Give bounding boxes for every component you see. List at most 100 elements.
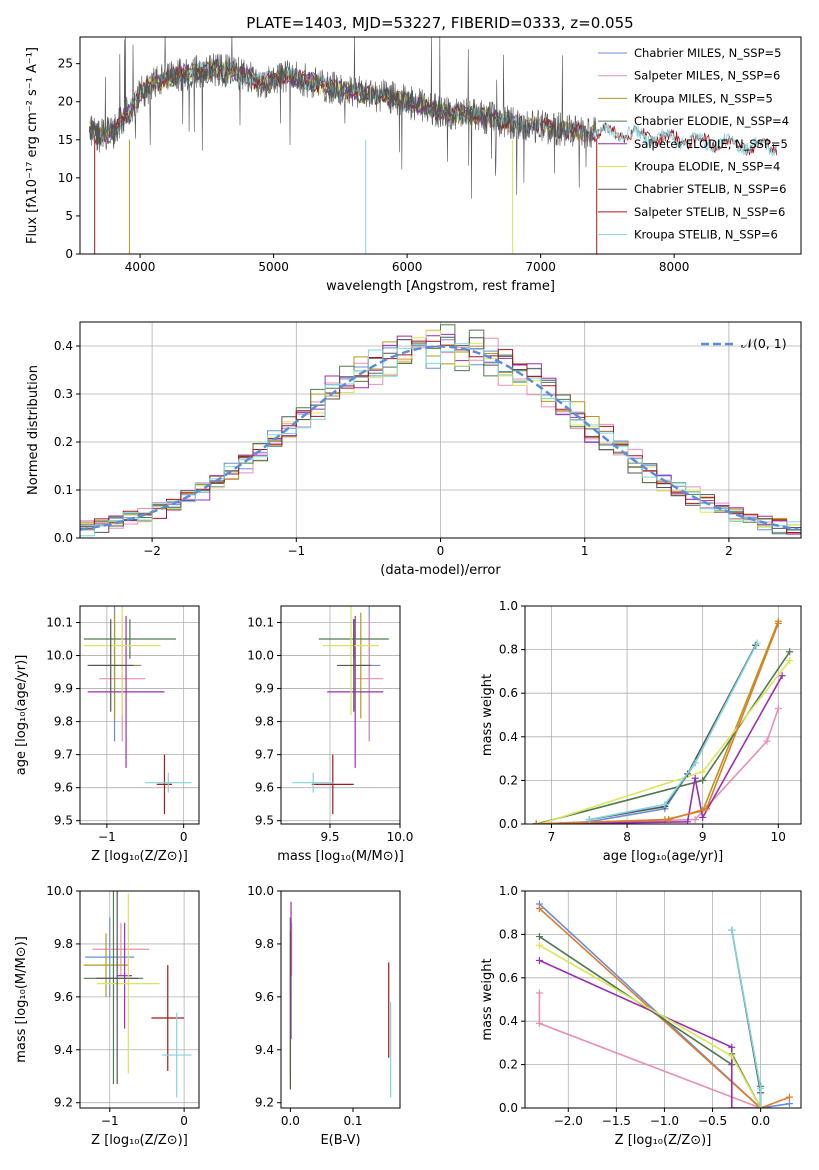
- legend-entry: Chabrier MILES, N_SSP=5: [634, 46, 781, 60]
- mass-weight-marker: [532, 820, 540, 824]
- y-tick-label: 10.0: [46, 884, 73, 898]
- y-tick-label: 0.2: [54, 435, 73, 449]
- mass-weight-marker: [536, 820, 544, 824]
- y-tick-label: 10: [58, 171, 73, 185]
- y-tick-label: 0.8: [499, 927, 518, 941]
- y-tick-label: 9.7: [255, 748, 274, 762]
- mass-weight-track: [539, 944, 762, 1108]
- mass-weight-vs-Z-panel: −2.0 −1.5 −1.0 −0.5 0.0 0.0 0.2 0.4 0.6 0.8 1.0 Z […: [480, 884, 802, 1148]
- x-tick-label: 0.0: [751, 1114, 770, 1128]
- mass-weight-marker: [757, 1104, 765, 1108]
- mass-weight-marker: [753, 639, 761, 647]
- mass-weight-marker: [699, 768, 707, 776]
- x-tick-label: 2: [725, 544, 733, 558]
- x-tick-label: 8: [623, 830, 631, 844]
- y-tick-label: 0.3: [54, 387, 73, 401]
- mass-weight-marker: [702, 805, 710, 813]
- y-tick-label: 15: [58, 133, 73, 147]
- mass-vs-Z-panel: −1 0 9.2 9.4 9.6 9.8 10.0 Z [log₁₀(Z/Z⊙)] mass […: [14, 884, 200, 1148]
- x-tick-label: −2: [143, 544, 161, 558]
- histogram-step-line: [80, 340, 801, 533]
- x-axis-label: E(B-V): [320, 1133, 360, 1148]
- y-axis-label: Normed distribution: [26, 365, 41, 495]
- x-tick-label: −1: [287, 544, 305, 558]
- x-tick-label: 0: [180, 1114, 188, 1128]
- y-tick-label: 9.8: [54, 715, 73, 729]
- y-tick-label: 0.2: [499, 1058, 518, 1072]
- y-tick-label: 1.0: [499, 599, 518, 613]
- legend-entry: Chabrier STELIB, N_SSP=6: [634, 182, 786, 196]
- y-tick-label: 0.8: [499, 643, 518, 657]
- y-tick-label: 0.4: [54, 339, 73, 353]
- y-tick-label: 9.9: [255, 682, 274, 696]
- mass-weight-marker: [757, 1084, 765, 1092]
- mass-weight-marker: [774, 704, 782, 712]
- mass-weight-marker: [665, 816, 673, 824]
- legend-entry: Kroupa STELIB, N_SSP=6: [634, 228, 778, 242]
- plot-area: [83, 606, 192, 815]
- mass-weight-track: [538, 935, 762, 1108]
- axes-frame: [79, 605, 200, 825]
- plot-area: [535, 900, 793, 1108]
- y-tick-label: 0.0: [499, 817, 518, 831]
- x-axis-label: Z [log₁₀(Z/Z⊙)]: [91, 849, 188, 864]
- mass-weight-track: [536, 644, 757, 824]
- x-tick-label: 10.0: [387, 830, 414, 844]
- y-tick-label: 10.1: [46, 616, 73, 630]
- y-tick-label: 9.7: [54, 748, 73, 762]
- x-tick-label: 9.5: [320, 830, 339, 844]
- axes-frame: [524, 605, 802, 825]
- mass-weight-track: [589, 642, 758, 821]
- spectrum-data-line: [89, 37, 597, 199]
- y-tick-label: 9.8: [255, 715, 274, 729]
- axes-frame: [79, 36, 802, 255]
- plot-area: [88, 37, 778, 254]
- plot-area: [532, 617, 794, 824]
- y-tick-label: 9.6: [255, 781, 274, 795]
- mass-weight-marker: [728, 926, 736, 934]
- x-tick-label: 6000: [392, 260, 423, 274]
- y-tick-label: 9.4: [255, 1043, 274, 1057]
- axes-frame: [524, 890, 802, 1109]
- mass-weight-marker: [728, 1104, 736, 1108]
- y-tick-label: 9.6: [54, 781, 73, 795]
- mass-weight-marker: [691, 774, 699, 782]
- mass-weight-marker: [585, 816, 593, 824]
- mass-weight-marker: [535, 989, 543, 997]
- x-tick-label: 4000: [125, 260, 156, 274]
- y-tick-label: 9.5: [54, 814, 73, 828]
- mass-vs-EBV-panel: 0.0 0.1 9.2 9.4 9.6 9.8 10.0 E(B-V): [247, 884, 401, 1148]
- legend-entry: Salpeter STELIB, N_SSP=6: [634, 205, 785, 219]
- mass-weight-marker: [535, 1019, 543, 1027]
- plot-area: [292, 606, 389, 815]
- axes-frame: [280, 890, 401, 1109]
- mass-weight-track: [538, 903, 790, 1108]
- x-axis-label: (data-model)/error: [380, 563, 501, 578]
- legend-entry: Chabrier ELODIE, N_SSP=4: [634, 114, 789, 128]
- y-tick-label: 0.4: [499, 1014, 518, 1028]
- mass-weight-track: [538, 907, 790, 1108]
- mass-weight-marker: [786, 657, 794, 664]
- x-tick-label: 0.1: [343, 1114, 362, 1128]
- x-tick-label: 5000: [258, 260, 289, 274]
- plot-area: [80, 324, 801, 537]
- mass-weight-track: [536, 675, 783, 824]
- mass-weight-marker: [691, 759, 699, 767]
- mass-weight-marker: [535, 904, 543, 912]
- x-tick-label: 7000: [525, 260, 556, 274]
- x-tick-label: 8000: [659, 260, 690, 274]
- mass-weight-marker: [778, 672, 786, 680]
- mass-weight-marker: [785, 1093, 793, 1101]
- mass-weight-marker: [684, 818, 692, 824]
- y-tick-label: 10.0: [46, 649, 73, 663]
- mass-weight-marker: [535, 956, 543, 964]
- mass-weight-track: [539, 959, 761, 1108]
- mass-weight-marker: [785, 1100, 793, 1108]
- x-tick-label: −1.0: [650, 1114, 679, 1128]
- y-tick-label: 0.1: [54, 483, 73, 497]
- legend-entry: Salpeter MILES, N_SSP=6: [634, 69, 780, 83]
- mass-weight-marker: [728, 1043, 736, 1051]
- x-tick-label: 10: [771, 830, 786, 844]
- y-tick-label: 10.1: [247, 616, 274, 630]
